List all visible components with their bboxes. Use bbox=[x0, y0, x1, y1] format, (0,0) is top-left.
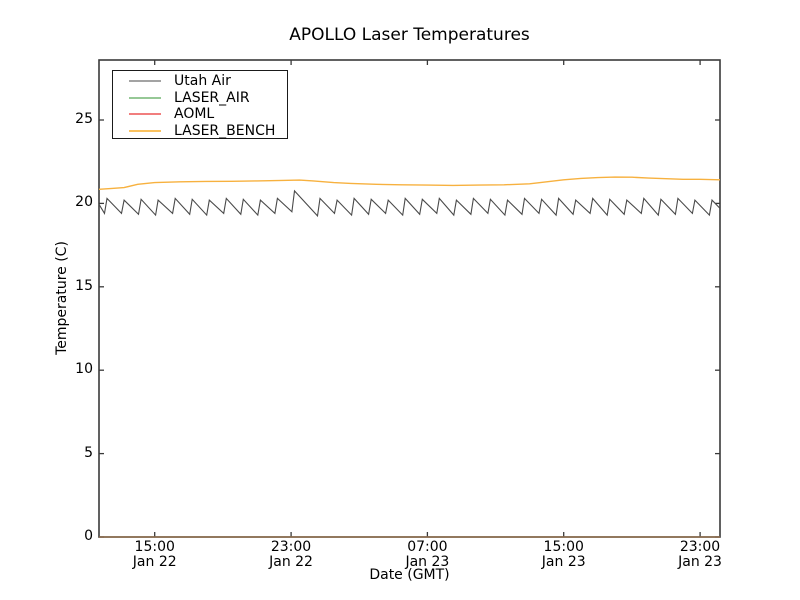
legend-item-laser-air: LASER_AIR bbox=[129, 90, 287, 107]
series-line-laser-bench bbox=[98, 176, 721, 190]
legend-label: LASER_AIR bbox=[174, 89, 250, 106]
x-tick-time: 23:00 bbox=[679, 539, 721, 555]
x-axis-label: Date (GMT) bbox=[369, 567, 450, 583]
legend-item-aoml: AOML bbox=[129, 106, 287, 123]
chart-title: APOLLO Laser Temperatures bbox=[289, 25, 530, 45]
y-axis-label: Temperature (C) bbox=[54, 241, 70, 355]
legend-line-swatch bbox=[129, 129, 161, 132]
y-tick-label-0: 0 bbox=[84, 528, 93, 544]
y-tick-label-20: 20 bbox=[75, 194, 93, 211]
x-tick-date: Jan 23 bbox=[405, 554, 450, 570]
legend-item-laser-bench: LASER_BENCH bbox=[129, 123, 287, 140]
x-tick-time: 15:00 bbox=[134, 539, 175, 555]
x-tick-label-4: 23:00 Jan 23 bbox=[655, 540, 745, 570]
x-tick-date: Jan 23 bbox=[678, 554, 722, 570]
legend-box: Utah Air LASER_AIR AOML LASER_BENCH bbox=[112, 70, 288, 139]
series-line-utah-air bbox=[98, 189, 721, 218]
y-tick-label-25: 25 bbox=[75, 111, 93, 128]
x-tick-date: Jan 22 bbox=[269, 554, 313, 570]
x-tick-time: 23:00 bbox=[270, 539, 312, 555]
x-tick-date: Jan 23 bbox=[541, 554, 586, 570]
legend-label: AOML bbox=[174, 106, 215, 123]
legend-label: Utah Air bbox=[174, 73, 231, 90]
x-tick-time: 07:00 bbox=[407, 539, 448, 555]
x-tick-label-0: 15:00 Jan 22 bbox=[110, 540, 200, 570]
x-tick-label-1: 23:00 Jan 22 bbox=[246, 540, 336, 570]
y-tick-label-5: 5 bbox=[84, 444, 93, 461]
legend-label: LASER_BENCH bbox=[174, 122, 276, 139]
x-tick-time: 15:00 bbox=[543, 539, 584, 555]
y-tick-label-15: 15 bbox=[75, 277, 93, 294]
legend-item-utah-air: Utah Air bbox=[129, 73, 287, 90]
x-tick-label-3: 15:00 Jan 23 bbox=[519, 540, 609, 570]
x-tick-date: Jan 22 bbox=[132, 554, 177, 570]
legend-line-swatch bbox=[129, 113, 161, 116]
legend-line-swatch bbox=[129, 80, 161, 83]
y-tick-label-10: 10 bbox=[75, 361, 93, 378]
x-tick-label-2: 07:00 Jan 23 bbox=[382, 540, 472, 570]
legend-line-swatch bbox=[129, 96, 161, 99]
